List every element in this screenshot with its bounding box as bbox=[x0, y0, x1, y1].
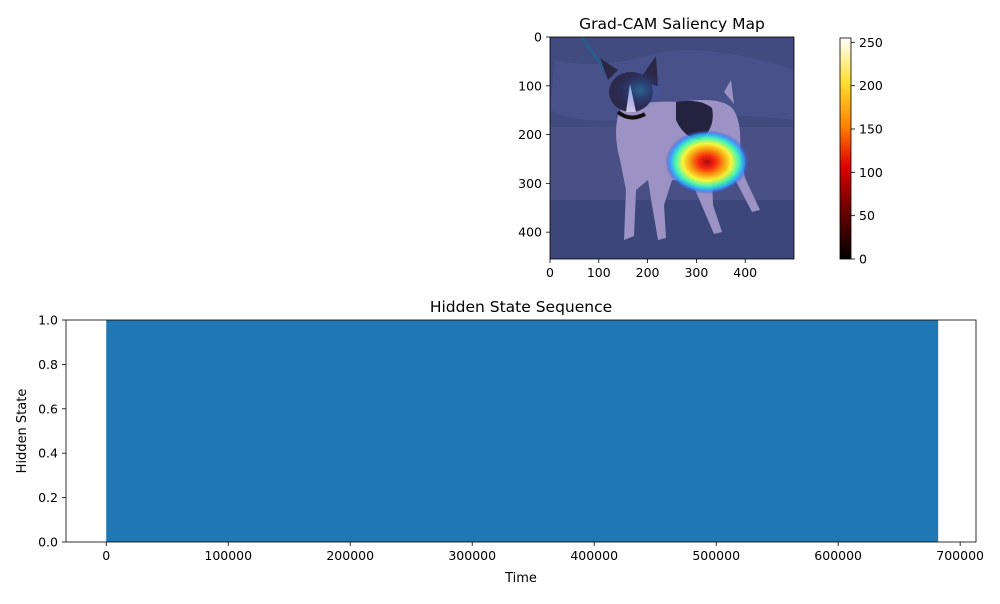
saliency-hotspot bbox=[665, 130, 749, 194]
saliency-y-tick-label: 300 bbox=[518, 176, 542, 191]
colorbar-tick-label: 100 bbox=[859, 165, 883, 180]
colorbar-tick-label: 50 bbox=[859, 208, 875, 223]
hidden-state-y-tick-label: 0.4 bbox=[38, 446, 58, 461]
saliency-title: Grad-CAM Saliency Map bbox=[579, 15, 765, 33]
saliency-x-tick-label: 400 bbox=[733, 265, 757, 280]
hidden-state-frame bbox=[65, 319, 977, 543]
colorbar-tick-label: 250 bbox=[859, 35, 883, 50]
y-axis-label: Hidden State bbox=[15, 389, 30, 474]
colorbar: 0 50 100 150 200 250 bbox=[839, 35, 883, 267]
hidden-state-title: Hidden State Sequence bbox=[430, 298, 612, 316]
saliency-panel: Grad-CAM Saliency Map bbox=[518, 15, 883, 280]
x-axis-label: Time bbox=[504, 571, 537, 586]
hidden-state-x-tick-label: 500000 bbox=[692, 548, 740, 563]
colorbar-tick-label: 0 bbox=[859, 252, 867, 267]
saliency-y-tick-label: 400 bbox=[518, 225, 542, 240]
saliency-image bbox=[550, 37, 794, 259]
hidden-state-bar bbox=[106, 320, 939, 542]
saliency-x-axis: 0 100 200 300 400 bbox=[546, 259, 757, 280]
hidden-state-y-tick-label: 0.2 bbox=[38, 490, 58, 505]
hidden-state-x-tick-label: 200000 bbox=[326, 548, 374, 563]
hidden-state-y-tick-label: 0.6 bbox=[38, 401, 58, 416]
colorbar-tick-label: 150 bbox=[859, 122, 883, 137]
hidden-state-x-tick-label: 700000 bbox=[936, 548, 984, 563]
hidden-state-x-tick-label: 0 bbox=[102, 548, 110, 563]
hidden-state-y-tick-label: 0.8 bbox=[38, 357, 58, 372]
hidden-state-y-tick-label: 0.0 bbox=[38, 535, 58, 550]
hidden-state-x-tick-label: 100000 bbox=[204, 548, 252, 563]
hidden-state-x-tick-label: 400000 bbox=[570, 548, 618, 563]
hidden-state-bars bbox=[106, 320, 939, 542]
saliency-x-tick-label: 100 bbox=[587, 265, 611, 280]
hidden-state-x-tick-label: 300000 bbox=[448, 548, 496, 563]
saliency-y-axis: 0 100 200 300 400 bbox=[518, 30, 550, 240]
hidden-state-y-tick-label: 1.0 bbox=[38, 313, 58, 328]
saliency-y-tick-label: 100 bbox=[518, 78, 542, 93]
hidden-state-y-axis: 0.0 0.2 0.4 0.6 0.8 1.0 bbox=[38, 313, 66, 550]
colorbar-tick-label: 200 bbox=[859, 78, 883, 93]
saliency-x-tick-label: 200 bbox=[636, 265, 660, 280]
colorbar-gradient bbox=[839, 37, 852, 260]
saliency-y-tick-label: 200 bbox=[518, 127, 542, 142]
hidden-state-x-axis: 0 100000 200000 300000 400000 500000 600000 700… bbox=[102, 542, 984, 563]
hidden-state-panel: Hidden State Sequence 0 100000 200000 30000… bbox=[15, 298, 984, 586]
saliency-x-tick-label: 300 bbox=[684, 265, 708, 280]
colorbar-ticks: 0 50 100 150 200 250 bbox=[851, 35, 883, 267]
saliency-y-tick-label: 0 bbox=[534, 30, 542, 45]
hidden-state-x-tick-label: 600000 bbox=[814, 548, 862, 563]
saliency-x-tick-label: 0 bbox=[546, 265, 554, 280]
